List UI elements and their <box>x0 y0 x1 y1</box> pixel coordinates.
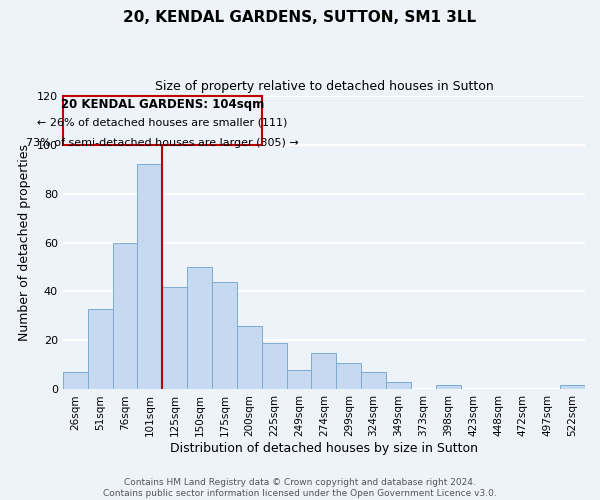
FancyBboxPatch shape <box>63 96 262 144</box>
Bar <box>311 352 337 390</box>
Bar <box>187 267 212 390</box>
Bar <box>262 343 287 390</box>
Bar <box>337 362 361 390</box>
Bar <box>436 384 461 390</box>
Text: 20, KENDAL GARDENS, SUTTON, SM1 3LL: 20, KENDAL GARDENS, SUTTON, SM1 3LL <box>124 10 476 25</box>
X-axis label: Distribution of detached houses by size in Sutton: Distribution of detached houses by size … <box>170 442 478 455</box>
Title: Size of property relative to detached houses in Sutton: Size of property relative to detached ho… <box>155 80 493 93</box>
Bar <box>137 164 162 390</box>
Bar <box>162 286 187 390</box>
Text: Contains HM Land Registry data © Crown copyright and database right 2024.
Contai: Contains HM Land Registry data © Crown c… <box>103 478 497 498</box>
Text: 20 KENDAL GARDENS: 104sqm: 20 KENDAL GARDENS: 104sqm <box>61 98 264 112</box>
Text: ← 26% of detached houses are smaller (111): ← 26% of detached houses are smaller (11… <box>37 118 287 128</box>
Bar <box>88 308 113 390</box>
Bar <box>386 382 411 390</box>
Bar <box>212 282 237 390</box>
Bar <box>361 372 386 390</box>
Text: 73% of semi-detached houses are larger (305) →: 73% of semi-detached houses are larger (… <box>26 138 299 148</box>
Bar <box>63 372 88 390</box>
Bar <box>287 370 311 390</box>
Y-axis label: Number of detached properties: Number of detached properties <box>18 144 31 341</box>
Bar <box>237 326 262 390</box>
Bar <box>560 384 585 390</box>
Bar <box>113 242 137 390</box>
